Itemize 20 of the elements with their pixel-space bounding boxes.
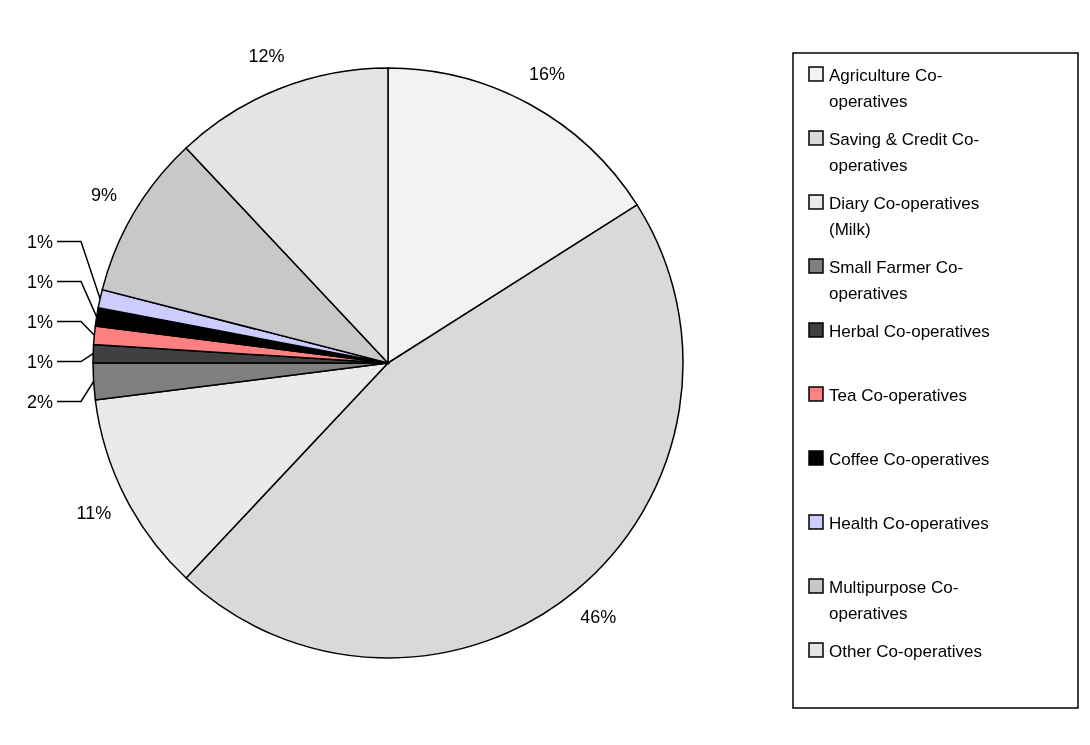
legend-label: Tea Co-operatives — [829, 385, 967, 405]
legend-label: Coffee Co-operatives — [829, 449, 990, 469]
data-label: 1% — [26, 271, 53, 292]
legend-label: Small Farmer Co-operatives — [829, 257, 964, 303]
data-label: 46% — [580, 607, 617, 628]
legend-label: Health Co-operatives — [829, 513, 989, 533]
data-label: 9% — [90, 185, 117, 206]
data-label: 11% — [76, 502, 112, 523]
legend-label: Agriculture Co-operatives — [829, 65, 943, 111]
data-label: 1% — [26, 351, 53, 372]
data-label: 16% — [528, 63, 565, 84]
legend-label: Multipurpose Co-operatives — [829, 577, 959, 623]
data-label: 1% — [26, 311, 53, 332]
legend-label: Saving & Credit Co-operatives — [829, 129, 980, 175]
data-label: 12% — [248, 46, 285, 67]
legend-label: Diary Co-operatives (Milk) — [829, 193, 980, 239]
legend-label: Herbal Co-operatives — [829, 321, 990, 341]
data-label: 2% — [26, 391, 53, 412]
data-label: 1% — [26, 231, 53, 252]
legend-label: Other Co-operatives — [829, 641, 983, 661]
